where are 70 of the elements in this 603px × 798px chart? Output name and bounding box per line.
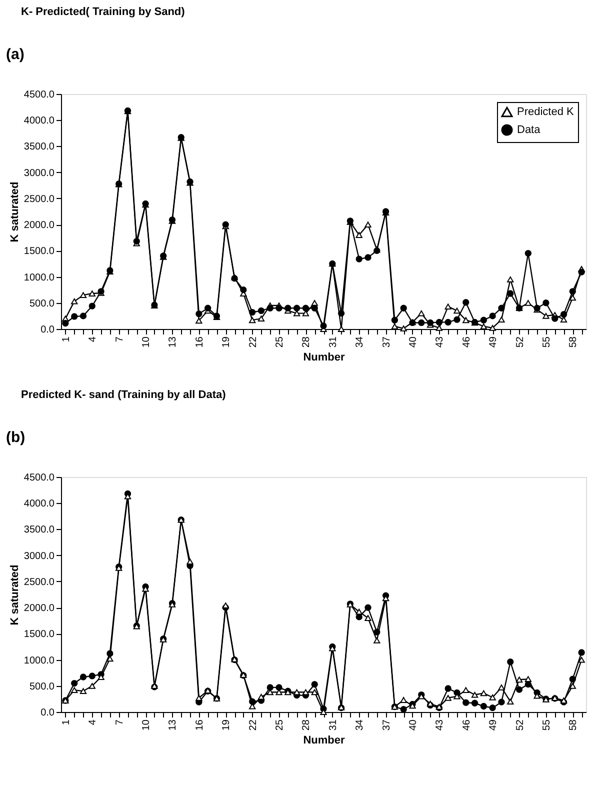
y-tick-label: 2000.0: [24, 220, 55, 232]
x-tick-label: 16: [194, 719, 206, 731]
x-tick-label: 46: [461, 336, 472, 348]
x-tick-label: 10: [141, 336, 152, 348]
x-tick-label: 49: [488, 719, 500, 731]
x-tick-label: 28: [301, 336, 312, 348]
x-tick-label: 22: [248, 719, 259, 731]
x-tick-label: 19: [221, 336, 232, 348]
y-tick-label: 0.0: [40, 708, 55, 718]
y-tick-label: 1000.0: [24, 272, 55, 284]
x-tick-label: 25: [274, 719, 286, 731]
y-tick-label: 3500.0: [24, 524, 55, 536]
x-tick-label: 28: [301, 719, 312, 731]
text: (b): [6, 429, 26, 446]
y-axis-title: K saturated: [8, 182, 21, 242]
y-tick-label: 4000.0: [24, 498, 55, 510]
x-tick-label: 52: [514, 719, 526, 731]
y-tick-label: 500.0: [29, 298, 55, 310]
x-tick-label: 37: [381, 336, 392, 348]
x-tick-label: 34: [354, 336, 366, 348]
y-tick-label: 1500.0: [24, 246, 55, 258]
y-tick-label: 2500.0: [24, 576, 55, 588]
x-tick-label: 31: [328, 336, 339, 348]
y-tick-label: 3000.0: [24, 168, 55, 179]
y-tick-label: 3000.0: [24, 550, 55, 562]
x-axis-title: Number: [303, 734, 346, 747]
y-tick-label: 1000.0: [24, 655, 55, 666]
x-tick-label: 1: [60, 719, 72, 726]
x-tick-label: 4: [88, 719, 99, 726]
chart-title: Predicted K- sand (Training by all Data): [21, 389, 226, 401]
x-tick-label: 43: [434, 336, 446, 348]
y-tick-label: 3500.0: [24, 142, 55, 153]
y-tick-label: 4500.0: [24, 472, 55, 484]
x-tick-label: 16: [194, 336, 206, 348]
y-tick-label: 500.0: [29, 681, 55, 692]
y-tick-label: 4500.0: [24, 90, 55, 100]
x-tick-label: 19: [221, 719, 232, 731]
x-tick-label: 4: [88, 336, 99, 342]
legend-label: Predicted K: [517, 106, 575, 118]
x-tick-label: 40: [408, 719, 419, 731]
x-tick-label: 13: [168, 336, 179, 348]
x-tick-label: 34: [354, 719, 366, 731]
legend-label: Data: [517, 124, 542, 136]
y-axis-title: K saturated: [8, 564, 21, 626]
y-tick-label: 0.0: [40, 324, 55, 336]
y-tick-label: 2500.0: [24, 194, 55, 205]
x-tick-label: 13: [168, 719, 179, 731]
x-tick-label: 55: [541, 719, 552, 731]
x-tick-label: 7: [114, 719, 126, 726]
y-tick-label: 4000.0: [24, 116, 55, 127]
x-tick-label: 31: [328, 719, 339, 731]
x-tick-label: 55: [541, 336, 552, 348]
x-axis-title: Number: [303, 352, 346, 364]
x-tick-label: 46: [461, 719, 472, 731]
x-tick-label: 58: [568, 719, 580, 731]
x-tick-label: 1: [60, 336, 72, 342]
x-tick-label: 49: [488, 336, 500, 348]
chart-title: K- Predicted( Training by Sand): [21, 6, 186, 18]
x-tick-label: 22: [248, 336, 259, 348]
y-tick-label: 2000.0: [24, 603, 55, 614]
x-tick-label: 10: [141, 719, 152, 731]
y-tick-label: 1500.0: [24, 629, 55, 640]
x-tick-label: 58: [568, 336, 580, 348]
x-tick-label: 43: [434, 719, 446, 731]
x-tick-label: 7: [114, 336, 126, 342]
text: (a): [6, 46, 24, 63]
x-tick-label: 40: [408, 336, 419, 348]
x-tick-label: 52: [514, 336, 526, 348]
x-tick-label: 37: [381, 719, 392, 731]
x-tick-label: 25: [274, 336, 286, 348]
